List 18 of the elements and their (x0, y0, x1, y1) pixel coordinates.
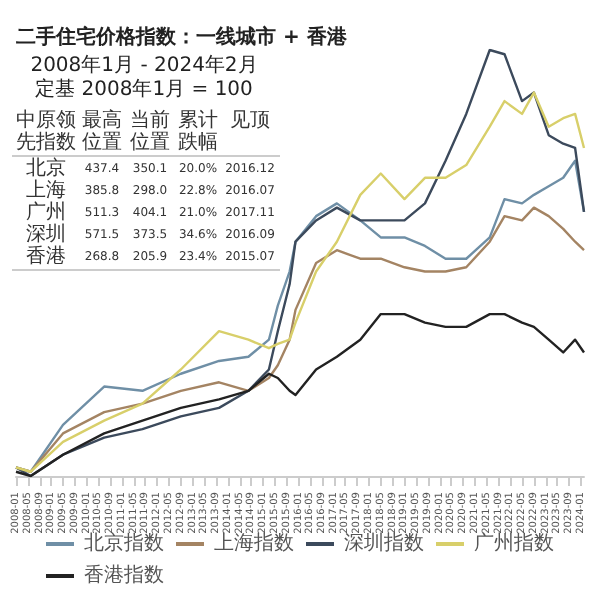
annotation: 北京 (26, 156, 66, 180)
legend-label: 上海指数 (214, 531, 294, 555)
annotation: 上海 (26, 178, 66, 202)
legend-label: 北京指数 (84, 531, 164, 555)
annotation: 见顶 (230, 110, 270, 132)
annotation: 广州 (26, 200, 66, 224)
annotation: 香港 (26, 244, 66, 268)
annotation: 深圳 (26, 222, 66, 246)
chart-title: 二手住宅价格指数：一线城市 + 香港 (16, 25, 349, 49)
annotation: 定基 2008年1月 = 100 (35, 77, 253, 101)
legend-label: 广州指数 (474, 531, 554, 555)
annotation: 最高位置 (82, 108, 122, 154)
annotation: 中原领先指数 (16, 108, 76, 154)
chart-subtitle: 2008年1月 - 2024年2月 (30, 53, 258, 77)
annotation: 当前位置 (130, 108, 170, 154)
annotation: 累计跌幅 (178, 108, 218, 154)
legend-label: 香港指数 (84, 563, 164, 587)
legend-label: 深圳指数 (344, 531, 424, 555)
